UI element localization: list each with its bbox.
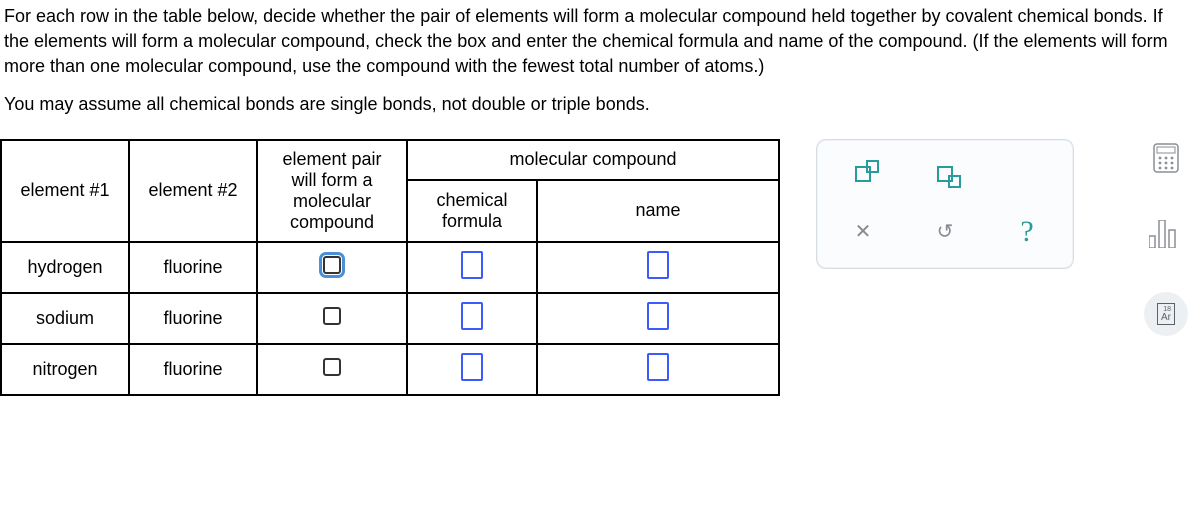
close-icon: ✕ (855, 219, 872, 244)
cell-element-1: hydrogen (1, 242, 129, 293)
help-button[interactable]: ? (1020, 215, 1033, 249)
close-button[interactable]: ✕ (855, 219, 872, 244)
table-row: sodiumfluorine (1, 293, 779, 344)
will-form-checkbox[interactable] (323, 307, 341, 325)
cell-name (537, 242, 779, 293)
cell-element-2: fluorine (129, 242, 257, 293)
header-formula: chemical formula (407, 180, 537, 242)
reset-icon: ↺ (937, 219, 954, 244)
calculator-button[interactable] (1148, 140, 1184, 176)
header-element-1: element #1 (1, 140, 129, 242)
table-row: hydrogenfluorine (1, 242, 779, 293)
instructions-para-1: For each row in the table below, decide … (4, 4, 1192, 80)
table-row: nitrogenfluorine (1, 344, 779, 395)
reset-button[interactable]: ↺ (937, 219, 954, 244)
will-form-checkbox[interactable] (323, 256, 341, 274)
help-icon: ? (1020, 215, 1033, 249)
formula-input[interactable] (461, 353, 483, 381)
will-form-checkbox[interactable] (323, 358, 341, 376)
header-pair: element pair will form a molecular compo… (257, 140, 407, 242)
header-molecular-compound: molecular compound (407, 140, 779, 180)
cell-element-2: fluorine (129, 344, 257, 395)
header-element-2: element #2 (129, 140, 257, 242)
toolbox: ✕ ↺ ? (816, 139, 1074, 269)
cell-formula (407, 242, 537, 293)
cell-name (537, 344, 779, 395)
superscript-icon (855, 166, 871, 182)
cell-pair (257, 293, 407, 344)
bar-chart-button[interactable] (1148, 216, 1184, 252)
formula-input[interactable] (461, 251, 483, 279)
cell-formula (407, 293, 537, 344)
periodic-element-icon: 18 Ar (1157, 303, 1175, 325)
calculator-icon (1153, 143, 1179, 173)
cell-element-1: sodium (1, 293, 129, 344)
instructions: For each row in the table below, decide … (0, 0, 1200, 125)
subscript-icon (937, 166, 953, 182)
name-input[interactable] (647, 302, 669, 330)
formula-input[interactable] (461, 302, 483, 330)
instructions-para-2: You may assume all chemical bonds are si… (4, 92, 1192, 117)
name-input[interactable] (647, 353, 669, 381)
header-name: name (537, 180, 779, 242)
bar-chart-icon (1149, 220, 1183, 248)
cell-pair (257, 344, 407, 395)
subscript-button[interactable] (937, 166, 953, 182)
periodic-table-button[interactable]: 18 Ar (1144, 292, 1188, 336)
cell-formula (407, 344, 537, 395)
name-input[interactable] (647, 251, 669, 279)
cell-element-2: fluorine (129, 293, 257, 344)
elements-table: element #1 element #2 element pair will … (0, 139, 780, 396)
right-sidebar: 18 Ar (1142, 140, 1190, 336)
cell-pair (257, 242, 407, 293)
cell-name (537, 293, 779, 344)
cell-element-1: nitrogen (1, 344, 129, 395)
superscript-button[interactable] (855, 166, 871, 182)
